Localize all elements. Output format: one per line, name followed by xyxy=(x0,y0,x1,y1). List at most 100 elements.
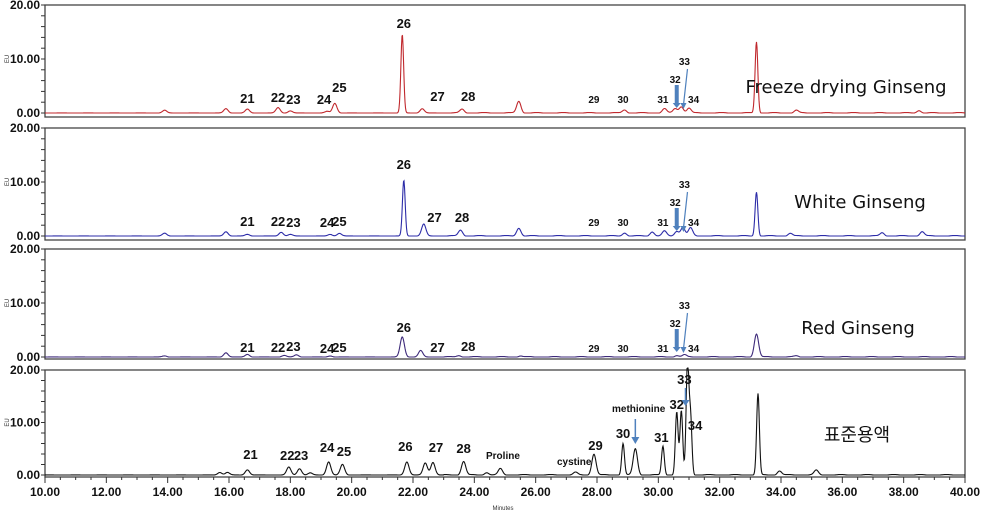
y-tick-label: 10.00 xyxy=(10,175,40,189)
peak-label: 24 xyxy=(317,92,332,107)
peak-label: 24 xyxy=(320,215,335,230)
x-tick-label: 18.00 xyxy=(275,485,305,499)
peak-label: 28 xyxy=(461,89,475,104)
peak-label: 30 xyxy=(618,218,630,229)
arrow-32-icon xyxy=(674,208,679,226)
sample-name: Red Ginseng xyxy=(801,318,915,339)
peak-label: 27 xyxy=(430,340,444,355)
y-tick-label: 0.00 xyxy=(17,350,41,364)
y-tick-label: 20.00 xyxy=(10,242,40,256)
x-tick-label: 26.00 xyxy=(521,485,551,499)
peak-label: 26 xyxy=(397,157,411,172)
peak-label: 32 xyxy=(670,75,682,86)
x-tick-label: 22.00 xyxy=(398,485,428,499)
peak-label: 27 xyxy=(427,210,441,225)
peak-label: 23 xyxy=(286,92,300,107)
y-tick-label: 20.00 xyxy=(10,0,40,12)
arrow-32-icon xyxy=(674,329,679,347)
peak-label: 30 xyxy=(618,95,630,106)
annotation-proline: Proline xyxy=(486,451,520,462)
peak-label: 26 xyxy=(397,320,411,335)
peak-label: 28 xyxy=(461,339,475,354)
chromatogram-trace xyxy=(45,333,965,358)
peak-label: 28 xyxy=(456,441,470,456)
y-tick-label: 0.00 xyxy=(17,468,41,482)
x-tick-label: 28.00 xyxy=(582,485,612,499)
arrow-33-icon xyxy=(682,312,689,350)
x-axis-label: Minutes xyxy=(492,506,513,512)
peak-label: 34 xyxy=(688,344,700,355)
plot-frame xyxy=(44,248,966,360)
peak-label: 25 xyxy=(332,214,346,229)
peak-label: 29 xyxy=(588,95,600,106)
plot-frame xyxy=(44,127,966,241)
peak-label: 30 xyxy=(616,426,630,441)
x-tick-label: 24.00 xyxy=(459,485,489,499)
chromatogram-trace xyxy=(45,367,965,476)
y-tick-label: 20.00 xyxy=(10,363,40,377)
sample-name: Freeze drying Ginseng xyxy=(745,77,946,98)
x-tick-label: 12.00 xyxy=(91,485,121,499)
peak-label: 32 xyxy=(670,319,682,330)
y-axis-label: EU xyxy=(5,299,11,307)
peak-label: 25 xyxy=(332,340,346,355)
x-axis: 10.00 12.00 14.00 16.00 18.00 20.00 22.00 24.00… xyxy=(30,477,980,499)
x-tick-label: 14.00 xyxy=(153,485,183,499)
peak-label: 24 xyxy=(320,440,335,455)
sample-name: 표준용액 xyxy=(824,425,890,446)
y-axis-label: EU xyxy=(5,178,11,186)
peak-label: 22 xyxy=(271,340,285,355)
peak-label: 22 xyxy=(280,448,294,463)
peak-label: 21 xyxy=(240,214,254,229)
peak-label: 31 xyxy=(654,430,668,445)
peak-label: 28 xyxy=(455,210,469,225)
peak-label: 30 xyxy=(618,344,630,355)
peak-label: 33 xyxy=(677,372,691,387)
annotation-methionine: methionine xyxy=(612,404,666,415)
y-tick-label: 10.00 xyxy=(10,52,40,66)
peak-label: 26 xyxy=(397,16,411,31)
peak-label: 23 xyxy=(286,215,300,230)
peak-label: 27 xyxy=(429,440,443,455)
y-tick-label: 10.00 xyxy=(10,296,40,310)
peak-label: 27 xyxy=(430,89,444,104)
peak-label: 21 xyxy=(243,447,257,462)
arrow-33-icon xyxy=(682,68,689,106)
chromatogram-trace xyxy=(45,179,965,237)
peak-label: 33 xyxy=(679,57,691,68)
plot-frame xyxy=(44,4,966,118)
y-tick-label: 20.00 xyxy=(10,121,40,135)
x-tick-label: 16.00 xyxy=(214,485,244,499)
x-tick-label: 20.00 xyxy=(337,485,367,499)
peak-label: 32 xyxy=(670,198,682,209)
peak-label: 21 xyxy=(240,340,254,355)
peak-label: 33 xyxy=(679,301,691,312)
peak-label: 22 xyxy=(271,90,285,105)
peak-label: 32 xyxy=(669,397,683,412)
chromatogram-trace xyxy=(45,34,965,114)
sample-name: White Ginseng xyxy=(794,192,926,213)
x-tick-label: 10.00 xyxy=(30,485,60,499)
x-tick-label: 38.00 xyxy=(889,485,919,499)
peak-label: 23 xyxy=(294,448,308,463)
y-tick-label: 0.00 xyxy=(17,106,41,120)
peak-label: 34 xyxy=(688,418,703,433)
peak-label: 29 xyxy=(588,438,602,453)
peak-label: 25 xyxy=(337,444,351,459)
x-tick-label: 30.00 xyxy=(643,485,673,499)
peak-label: 24 xyxy=(320,341,335,356)
y-axis-label: EU xyxy=(5,55,11,63)
annotation-cystine: cystine xyxy=(557,457,592,468)
peak-label: 29 xyxy=(588,344,600,355)
peak-label: 25 xyxy=(332,80,346,95)
x-tick-label: 36.00 xyxy=(827,485,857,499)
x-tick-label: 40.00 xyxy=(950,485,980,499)
x-tick-label: 32.00 xyxy=(705,485,735,499)
peak-label: 34 xyxy=(688,218,700,229)
arrow-33-icon xyxy=(682,191,689,229)
